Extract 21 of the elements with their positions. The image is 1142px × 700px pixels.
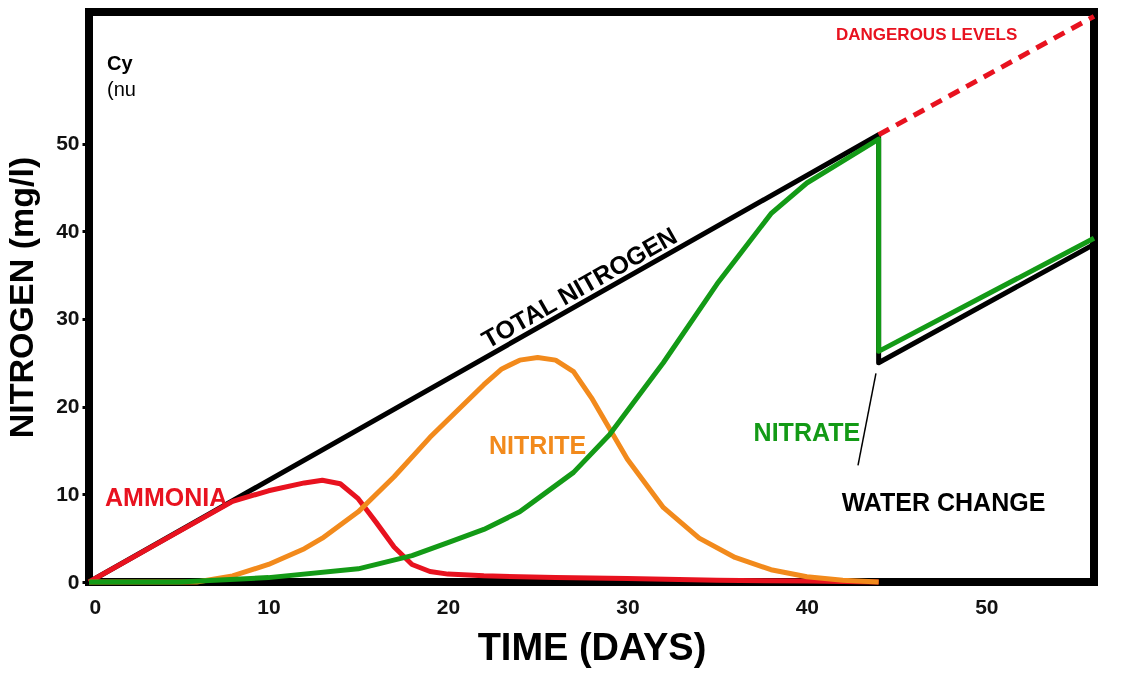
x-tick-label: 30 <box>616 594 640 618</box>
series-label: AMMONIA <box>105 482 228 511</box>
y-tick-label: 50 <box>56 131 80 155</box>
x-tick-label: 20 <box>436 594 461 618</box>
annotation: WATER CHANGE <box>841 487 1046 516</box>
x-tick-label: 50 <box>975 594 999 618</box>
x-tick-label: 10 <box>257 594 281 618</box>
x-axis-title: TIME (DAYS) <box>477 625 707 668</box>
y-tick-label: 10 <box>56 481 80 505</box>
annotation: (nu <box>107 78 136 100</box>
x-tick-label: 40 <box>795 594 820 618</box>
series-label: NITRITE <box>489 431 587 460</box>
annotation: Cy <box>107 52 134 74</box>
y-tick-label: 20 <box>56 394 80 418</box>
y-tick-label: 40 <box>56 218 80 242</box>
y-tick-label: 30 <box>56 306 80 330</box>
text: NITRATE <box>753 417 861 446</box>
y-axis-title: NITROGEN (mg/l) <box>2 156 41 439</box>
series-label: DANGEROUS LEVELS <box>835 24 1018 44</box>
x-tick-label: 0 <box>89 594 102 618</box>
y-tick-label: 0 <box>67 569 80 593</box>
